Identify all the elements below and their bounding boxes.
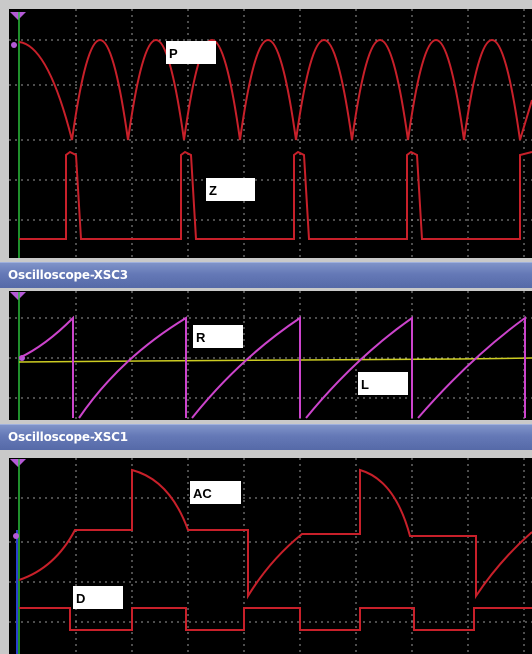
window-title-xsc3: Oscilloscope-XSC3 [8,268,128,282]
label-box-d [73,586,123,609]
label-box-p [166,41,216,64]
window-titlebar-xsc1[interactable]: Oscilloscope-XSC1 [0,424,532,450]
label-box-l [358,372,408,395]
waveform-ac [18,468,532,600]
scope-top-screen[interactable]: P Z [0,0,532,262]
label-r: R [196,330,206,345]
scope-xsc1-screen[interactable]: AC D [0,450,532,654]
scope-xsc1-panel: AC D [0,450,532,654]
label-l: L [361,377,369,392]
label-p: P [169,46,178,61]
scope-xsc3-panel: R L [0,288,532,424]
waveform-z [19,150,532,240]
label-box-r [193,325,243,348]
label-d: D [76,591,85,606]
window-titlebar-xsc3[interactable]: Oscilloscope-XSC3 [0,262,532,288]
trigger-marker-icon[interactable] [10,12,26,20]
label-box-ac [190,481,241,504]
waveform-p [18,39,532,141]
waveform-d [19,607,532,631]
waveform-r [18,315,526,419]
channel-offset-marker-icon[interactable] [11,42,17,48]
trigger-marker-icon[interactable] [10,292,26,300]
label-z: Z [209,183,217,198]
window-title-xsc1: Oscilloscope-XSC1 [8,430,128,444]
label-box-z [206,178,255,201]
label-ac: AC [193,486,212,501]
trigger-marker-icon[interactable] [10,459,26,467]
scope-xsc3-screen[interactable]: R L [0,288,532,424]
channel-offset-marker-icon[interactable] [13,533,19,539]
scope-top-panel: P Z [0,0,532,262]
